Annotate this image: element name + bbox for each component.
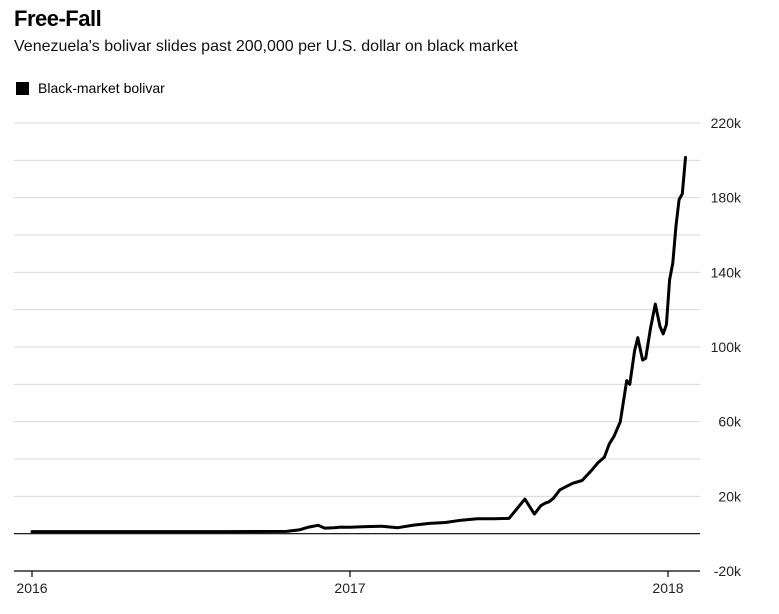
x-tick-label: 2016 bbox=[16, 580, 47, 596]
y-tick-label: -20k bbox=[714, 563, 742, 579]
chart-title: Free-Fall bbox=[14, 6, 102, 31]
x-axis: 2016 2017 2018 bbox=[14, 570, 700, 596]
y-axis-labels: -20k 20k 60k 100k 140k 180k 220k bbox=[711, 115, 742, 579]
x-tick-label: 2018 bbox=[652, 580, 683, 596]
y-tick-label: 220k bbox=[711, 115, 742, 131]
grid-lines bbox=[14, 122, 700, 572]
plot-area bbox=[30, 156, 687, 534]
y-tick-label: 100k bbox=[711, 339, 742, 355]
chart-subtitle: Venezuela's bolivar slides past 200,000 … bbox=[14, 38, 518, 55]
legend-swatch bbox=[16, 81, 29, 95]
legend-label: Black-market bolivar bbox=[38, 80, 165, 96]
x-tick-label: 2017 bbox=[334, 580, 365, 596]
y-tick-label: 20k bbox=[718, 488, 742, 504]
y-tick-label: 60k bbox=[718, 414, 742, 430]
legend: Black-market bolivar bbox=[16, 80, 165, 96]
y-tick-label: 180k bbox=[711, 190, 742, 206]
series-line-black-market-bolivar bbox=[30, 156, 687, 534]
y-tick-label: 140k bbox=[711, 264, 742, 280]
